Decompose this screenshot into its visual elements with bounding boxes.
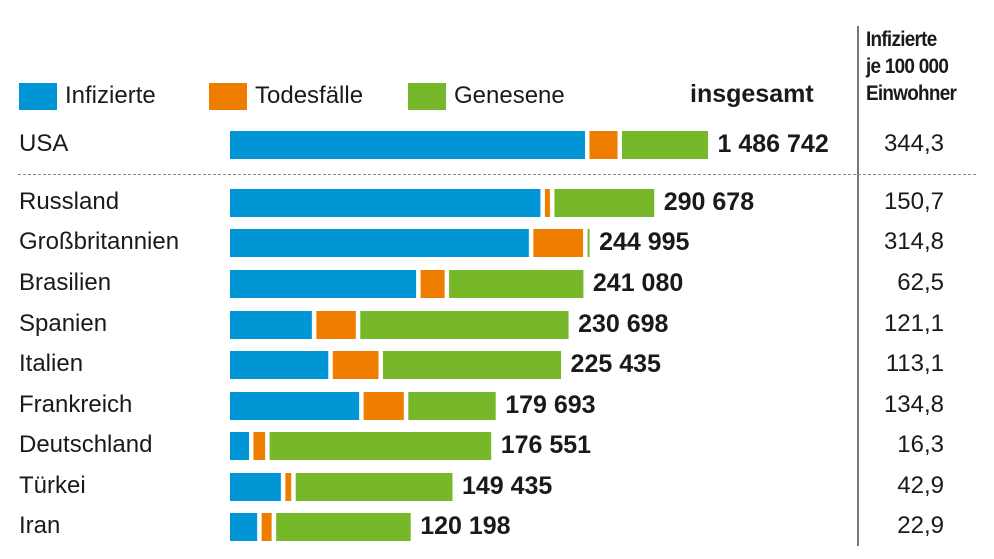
total-value: 149 435	[461, 472, 553, 500]
country-label: USA	[19, 130, 69, 157]
country-label: Deutschland	[19, 431, 153, 458]
total-value: 241 080	[592, 269, 684, 297]
per-100k-value: 16,3	[897, 431, 944, 458]
legend-deaths: Todesfälle	[209, 82, 363, 110]
country-label: Türkei	[19, 472, 86, 499]
total-value: 230 698	[578, 310, 669, 338]
per-100k-value: 314,8	[883, 228, 944, 255]
bar-recovered	[622, 131, 709, 159]
bar-infected	[230, 392, 360, 420]
bar-deaths	[332, 351, 379, 379]
total-value: 120 198	[420, 512, 511, 540]
bar-deaths	[533, 229, 584, 257]
header-total: insgesamt	[690, 80, 814, 108]
country-label: Großbritannien	[19, 228, 180, 255]
country-label: Russland	[19, 188, 120, 215]
per-100k-value: 42,9	[897, 472, 944, 499]
per-100k-value: 150,7	[883, 188, 944, 215]
bar-deaths	[261, 513, 272, 541]
legend-swatch-recovered	[408, 82, 446, 110]
per-100k-value: 121,1	[883, 310, 944, 337]
bar-recovered	[449, 270, 584, 298]
header-line: Infizierte	[866, 28, 937, 51]
country-label: Iran	[19, 512, 61, 539]
bar-deaths	[253, 432, 266, 460]
bar-infected	[230, 270, 417, 298]
bar-infected	[230, 131, 585, 159]
total-value: 225 435	[570, 350, 661, 378]
header-line: je 100 000	[866, 55, 949, 78]
bar-recovered	[587, 229, 590, 257]
bar-infected	[230, 189, 541, 217]
country-label: Brasilien	[19, 269, 112, 296]
bar-infected	[230, 432, 249, 460]
legend-label: Infizierte	[65, 82, 156, 109]
bar-infected	[230, 351, 329, 379]
bar-recovered	[276, 513, 411, 541]
legend-label: Todesfälle	[255, 82, 364, 109]
legend-swatch-deaths	[209, 82, 247, 110]
country-label: Spanien	[19, 310, 108, 337]
total-value: 290 678	[663, 188, 755, 216]
per-100k-value: 113,1	[885, 350, 944, 377]
bar-recovered	[408, 392, 496, 420]
per-100k-value: 134,8	[883, 391, 944, 418]
country-label: Frankreich	[19, 391, 133, 418]
bar-recovered	[295, 473, 453, 501]
bar-deaths	[420, 270, 445, 298]
per-100k-value: 344,3	[883, 130, 944, 157]
total-value: 1 486 742	[717, 130, 829, 158]
per-100k-value: 62,5	[897, 269, 944, 296]
country-label: Italien	[19, 350, 84, 377]
legend-label: Genesene	[454, 82, 565, 109]
bar-infected	[230, 229, 529, 257]
column-divider	[857, 26, 859, 546]
bar-recovered	[360, 311, 569, 339]
bar-recovered	[383, 351, 562, 379]
bar-deaths	[589, 131, 618, 159]
bar-infected	[230, 311, 312, 339]
bar-infected	[230, 473, 281, 501]
bar-deaths	[363, 392, 404, 420]
bar-infected	[230, 513, 258, 541]
dashed-divider	[18, 174, 976, 175]
bar-recovered	[554, 189, 655, 217]
bar-deaths	[285, 473, 292, 501]
per-100k-value: 22,9	[897, 512, 944, 539]
legend-recovered: Genesene	[408, 82, 565, 110]
header-line: Einwohner	[866, 82, 957, 105]
bar-recovered	[269, 432, 492, 460]
legend-infected: Infizierte	[19, 82, 156, 110]
header-per-100k: Infizierte je 100 000 Einwohner	[866, 26, 957, 107]
total-value: 244 995	[599, 228, 690, 256]
bar-deaths	[544, 189, 550, 217]
total-value: 176 551	[500, 431, 592, 459]
bar-deaths	[316, 311, 356, 339]
legend-swatch-infected	[19, 82, 57, 110]
total-value: 179 693	[505, 391, 596, 419]
